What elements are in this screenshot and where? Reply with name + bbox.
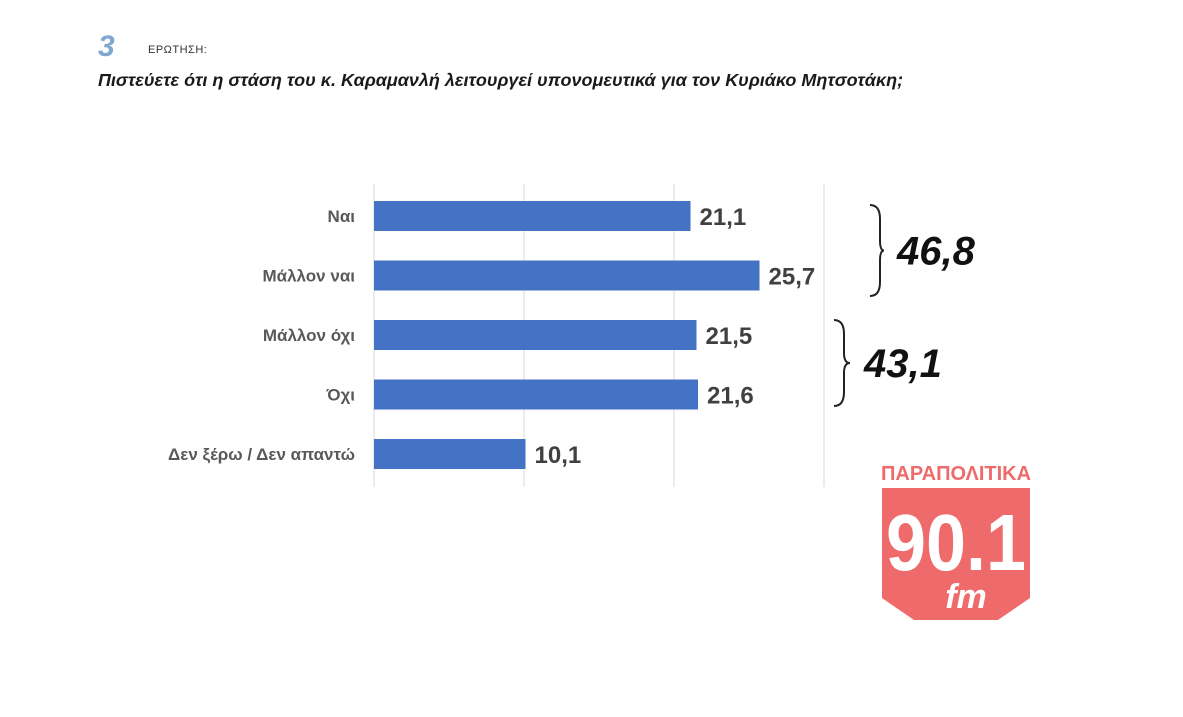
category-label: Δεν ξέρω / Δεν απαντώ xyxy=(168,445,355,464)
bar xyxy=(374,260,760,291)
bar xyxy=(374,320,697,350)
value-label: 25,7 xyxy=(769,264,816,291)
category-label: Μάλλον ναι xyxy=(262,267,355,286)
group-total-label: 43,1 xyxy=(863,342,942,386)
value-label: 10,1 xyxy=(535,442,582,469)
value-label: 21,6 xyxy=(707,383,754,410)
bar xyxy=(374,439,526,469)
logo-sub-text: fm xyxy=(945,578,987,616)
category-label: Μάλλον όχι xyxy=(263,326,355,345)
category-label: Ναι xyxy=(328,207,356,226)
logo-top-text: ΠΑΡΑΠΟΛΙΤΙΚΑ xyxy=(881,463,1031,485)
group-brace xyxy=(869,204,885,297)
group-brace xyxy=(833,319,851,407)
logo-main-text: 90.1 xyxy=(886,498,1026,587)
value-label: 21,1 xyxy=(700,204,747,231)
question-number: 3 xyxy=(98,30,115,63)
radio-logo: ΠΑΡΑΠΟΛΙΤΙΚΑ 90.1 fm xyxy=(881,463,1031,620)
bar xyxy=(374,379,698,410)
group-total-label: 46,8 xyxy=(896,230,976,274)
value-label: 21,5 xyxy=(706,323,753,350)
question-word: ΕΡΩΤΗΣΗ: xyxy=(148,44,208,56)
category-label: Όχι xyxy=(325,386,355,405)
bar xyxy=(374,201,691,231)
logo-badge-shape xyxy=(882,488,1030,620)
question-text: Πιστεύετε ότι η στάση του κ. Καραμανλή λ… xyxy=(98,70,904,90)
